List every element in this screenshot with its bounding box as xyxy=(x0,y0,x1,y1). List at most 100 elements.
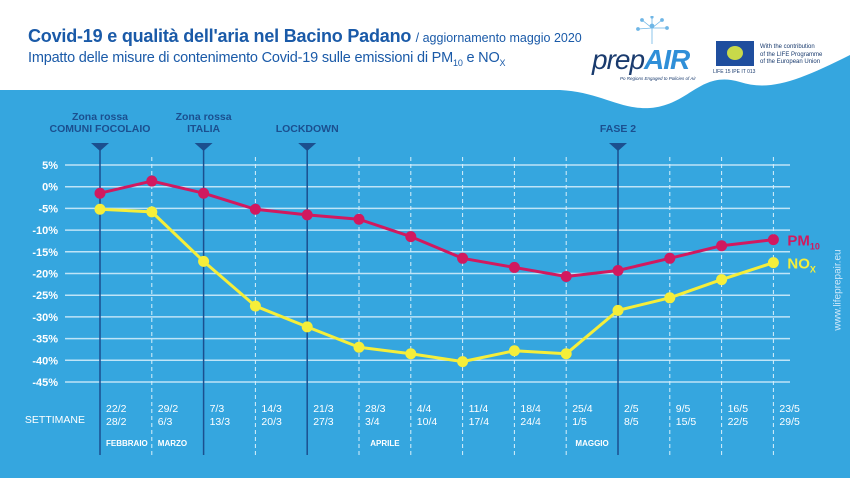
week-end-label: 13/3 xyxy=(210,416,231,428)
data-point-nox xyxy=(560,348,572,360)
y-tick-label: -20% xyxy=(32,269,58,281)
data-point-pm10 xyxy=(767,234,779,246)
y-tick-label: -40% xyxy=(32,355,58,367)
prepair-wordmark-pre: prep xyxy=(592,44,645,75)
week-start-label: 14/3 xyxy=(261,403,282,415)
week-end-label: 20/3 xyxy=(261,416,282,428)
week-start-label: 28/3 xyxy=(365,403,386,415)
x-axis-label: SETTIMANE xyxy=(25,414,85,426)
blue-wave-background xyxy=(0,55,850,478)
data-point-nox xyxy=(405,348,417,360)
event-triangle-icon xyxy=(609,143,627,151)
subtitle-nox-sub: X xyxy=(499,57,506,68)
title-update: / aggiornamento maggio 2020 xyxy=(415,31,582,45)
event-triangle-icon xyxy=(194,143,213,151)
subtitle-mid: e NO xyxy=(462,50,500,66)
week-start-label: 9/5 xyxy=(676,403,691,415)
month-label: MARZO xyxy=(158,439,187,448)
event-label-line1: Zona rossa xyxy=(176,111,232,123)
event-label-line2: ITALIA xyxy=(187,123,220,135)
subtitle-pm-sub: 10 xyxy=(453,57,463,68)
website-url[interactable]: www.lifeprepair.eu xyxy=(832,249,844,331)
dandelion-icon xyxy=(636,16,669,44)
data-point-pm10 xyxy=(198,187,210,199)
title-main: Covid-19 e qualità dell'aria nel Bacino … xyxy=(28,26,412,46)
data-point-nox xyxy=(198,255,210,267)
week-end-label: 28/2 xyxy=(106,416,127,428)
week-start-label: 4/4 xyxy=(417,403,432,415)
eu-contribution-text: With the contribution of the LIFE Progra… xyxy=(760,44,822,67)
data-point-pm10 xyxy=(457,252,469,264)
week-end-label: 29/5 xyxy=(779,416,800,428)
week-end-label: 15/5 xyxy=(676,416,697,428)
week-start-label: 21/3 xyxy=(313,403,334,415)
prepair-wordmark-air: AIR xyxy=(644,44,690,75)
week-end-label: 10/4 xyxy=(417,416,438,428)
y-tick-label: -45% xyxy=(32,377,58,389)
legend-sub: 10 xyxy=(810,242,820,252)
series-legend-label: NOX xyxy=(787,256,816,275)
page-subtitle: Impatto delle misure di contenimento Cov… xyxy=(28,50,506,68)
event-label-line2: LOCKDOWN xyxy=(276,123,339,135)
data-point-pm10 xyxy=(353,213,365,225)
legend-main: NO xyxy=(787,256,810,273)
y-tick-label: -25% xyxy=(32,290,58,302)
eu-life-flag-icon xyxy=(716,41,754,66)
y-tick-label: -35% xyxy=(32,334,58,346)
data-point-pm10 xyxy=(508,261,520,273)
series-line-pm10 xyxy=(99,179,774,279)
y-tick-label: -5% xyxy=(38,203,58,215)
event-label-line2: COMUNI FOCOLAIO xyxy=(50,123,151,135)
week-start-label: 11/4 xyxy=(469,403,489,415)
data-point-nox xyxy=(457,356,469,368)
week-start-label: 22/2 xyxy=(106,403,127,415)
data-point-nox xyxy=(353,341,365,353)
legend-main: PM xyxy=(787,233,810,250)
prepair-wordmark: prepAIR xyxy=(592,44,690,76)
event-label-line1: Zona rossa xyxy=(72,111,128,123)
data-point-nox xyxy=(301,321,313,333)
y-tick-label: -30% xyxy=(32,312,58,324)
data-point-pm10 xyxy=(405,231,417,243)
week-end-label: 27/3 xyxy=(313,416,334,428)
week-end-label: 17/4 xyxy=(469,416,490,428)
week-start-label: 29/2 xyxy=(158,403,179,415)
month-label: MAGGIO xyxy=(575,439,608,448)
prepair-logo: prepAIR Po Regions Engaged to Policies o… xyxy=(592,16,702,82)
y-tick-label: 5% xyxy=(42,160,58,172)
event-triangle-icon xyxy=(298,143,317,151)
eu-text-line: With the contribution xyxy=(760,44,815,50)
week-start-label: 16/5 xyxy=(728,403,749,415)
event-triangle-icon xyxy=(91,143,109,151)
prepair-tagline: Po Regions Engaged to Policies of Air xyxy=(620,76,696,81)
data-point-nox xyxy=(716,274,728,286)
data-point-pm10 xyxy=(301,209,313,221)
data-point-pm10 xyxy=(716,240,728,252)
week-start-label: 23/5 xyxy=(779,403,800,415)
week-end-label: 1/5 xyxy=(572,416,587,428)
data-point-pm10 xyxy=(612,264,624,276)
data-point-pm10 xyxy=(146,175,158,187)
eu-text-line: of the LIFE Programme xyxy=(760,51,823,58)
week-start-label: 7/3 xyxy=(210,403,225,415)
week-end-label: 22/5 xyxy=(728,416,749,428)
week-start-label: 18/4 xyxy=(520,403,541,415)
y-tick-label: -10% xyxy=(32,225,58,237)
data-point-pm10 xyxy=(249,203,261,215)
subtitle-text: Impatto delle misure di contenimento Cov… xyxy=(28,50,454,66)
data-point-nox xyxy=(94,203,106,215)
week-start-label: 25/4 xyxy=(572,403,593,415)
data-point-nox xyxy=(508,345,520,357)
data-point-pm10 xyxy=(560,271,572,283)
data-point-nox xyxy=(146,206,158,218)
data-point-pm10 xyxy=(664,252,676,264)
y-tick-label: 0% xyxy=(42,182,58,194)
week-start-label: 2/5 xyxy=(624,403,639,415)
week-end-label: 3/4 xyxy=(365,416,380,428)
series-line-nox xyxy=(99,207,774,364)
series-legend-label: PM10 xyxy=(787,233,820,252)
data-point-nox xyxy=(767,257,779,269)
